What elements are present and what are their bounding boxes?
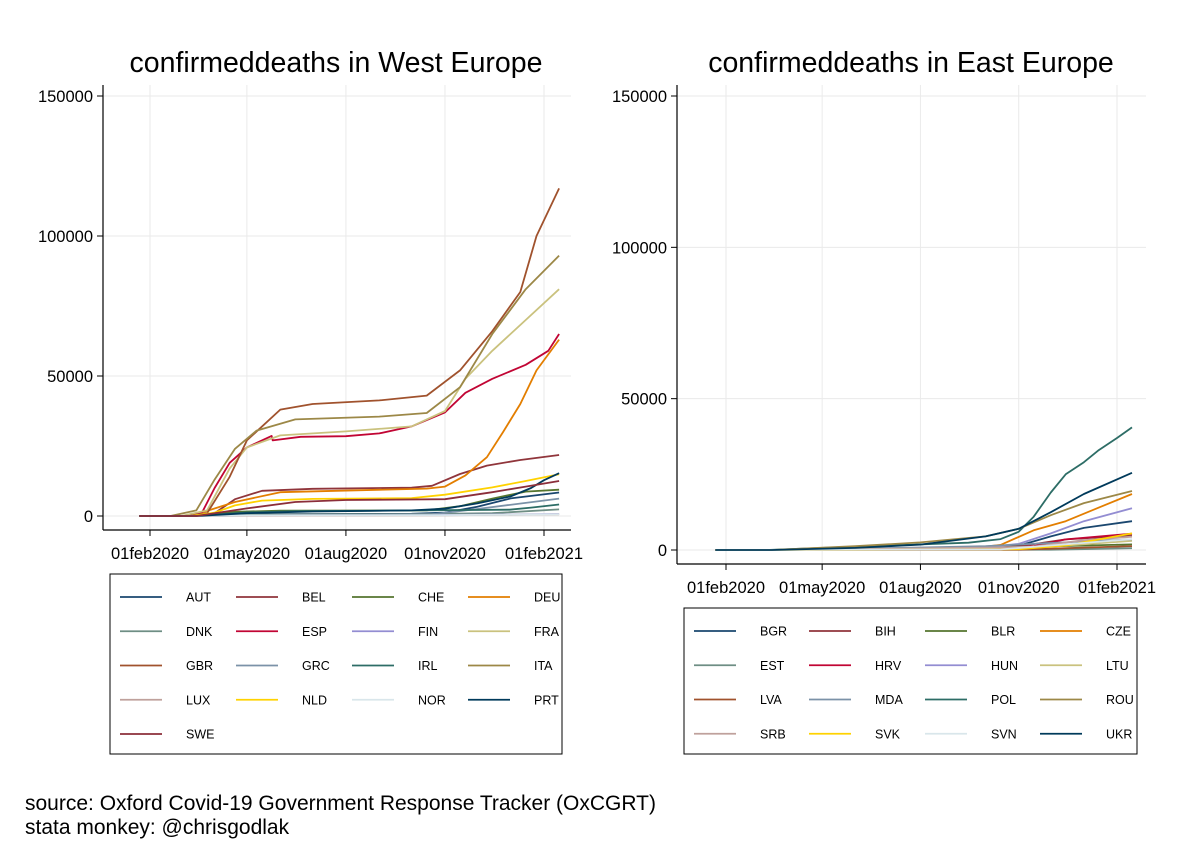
legend-label: BGR (760, 625, 787, 639)
legend-label: LVA (760, 693, 782, 707)
legend-label: BLR (991, 625, 1015, 639)
legend-label: DEU (534, 591, 560, 605)
legend-label: AUT (186, 591, 211, 605)
series-line-ukr (715, 471, 1133, 551)
x-tick-label: 01may2020 (204, 545, 290, 563)
legend-label: ESP (302, 625, 327, 639)
x-tick-label: 01may2020 (779, 579, 865, 597)
legend-label: NLD (302, 693, 327, 707)
legend: BGR BIH BLR CZE EST HRV HUN LTU LVA MDA POL ROU SRB S… (683, 607, 1138, 755)
x-tick-label: 01nov2020 (978, 579, 1060, 597)
legend-box (683, 607, 1138, 755)
author-caption: stata monkey: @chrisgodlak (25, 816, 290, 839)
chart-panel-2: confirmeddeaths in East Europe 0 50000 1000… (612, 47, 1156, 755)
series-line-fra (139, 288, 560, 517)
chart-title: confirmeddeaths in East Europe (708, 47, 1114, 79)
legend-label: PRT (534, 693, 559, 707)
legend-label: SVN (991, 727, 1017, 741)
legend-label: NOR (418, 693, 446, 707)
legend-label: POL (991, 693, 1016, 707)
legend-label: EST (760, 659, 785, 673)
y-tick-label: 150000 (38, 88, 93, 106)
legend-label: GBR (186, 659, 213, 673)
chart-panel-1: confirmeddeaths in West Europe 0 50000 1000… (38, 47, 583, 755)
series-line-swe (139, 480, 560, 517)
legend-label: LUX (186, 693, 211, 707)
legend-label: HRV (875, 659, 902, 673)
x-tick-label: 01nov2020 (404, 545, 486, 563)
x-tick-label: 01feb2020 (111, 545, 189, 563)
legend-label: LTU (1106, 659, 1129, 673)
legend-label: FRA (534, 625, 560, 639)
legend-label: SVK (875, 727, 901, 741)
legend-label: CHE (418, 591, 444, 605)
legend-label: UKR (1106, 727, 1132, 741)
x-tick-label: 01feb2021 (505, 545, 583, 563)
legend-label: DNK (186, 625, 213, 639)
legend: AUT BEL CHE DEU DNK ESP FIN FRA GBR GRC IRL ITA LUX N… (109, 573, 563, 755)
series-line-ita (139, 254, 560, 517)
x-tick-label: 01feb2020 (687, 579, 765, 597)
legend-label: GRC (302, 659, 330, 673)
x-tick-label: 01feb2021 (1078, 579, 1156, 597)
x-tick-label: 01aug2020 (879, 579, 962, 597)
source-caption: source: Oxford Covid-19 Government Respo… (25, 792, 656, 815)
y-tick-label: 50000 (47, 368, 93, 386)
series-line-gbr (139, 188, 560, 517)
chart-title: confirmeddeaths in West Europe (130, 47, 543, 79)
series-line-deu (139, 339, 560, 517)
legend-label: MDA (875, 693, 903, 707)
legend-label: ROU (1106, 693, 1134, 707)
y-tick-label: 0 (84, 508, 93, 526)
y-tick-label: 50000 (621, 391, 667, 409)
legend-label: SWE (186, 728, 214, 742)
legend-label: SRB (760, 727, 786, 741)
legend-label: CZE (1106, 625, 1131, 639)
legend-label: IRL (418, 659, 438, 673)
legend-label: FIN (418, 625, 438, 639)
y-tick-label: 150000 (612, 88, 667, 106)
y-tick-label: 100000 (38, 228, 93, 246)
legend-label: BEL (302, 591, 326, 605)
x-tick-label: 01aug2020 (305, 545, 388, 563)
series-line-esp (139, 333, 560, 517)
y-tick-label: 0 (658, 542, 667, 560)
legend-box (109, 573, 563, 755)
y-tick-label: 100000 (612, 239, 667, 257)
legend-label: ITA (534, 659, 553, 673)
legend-label: BIH (875, 625, 896, 639)
legend-label: HUN (991, 659, 1018, 673)
